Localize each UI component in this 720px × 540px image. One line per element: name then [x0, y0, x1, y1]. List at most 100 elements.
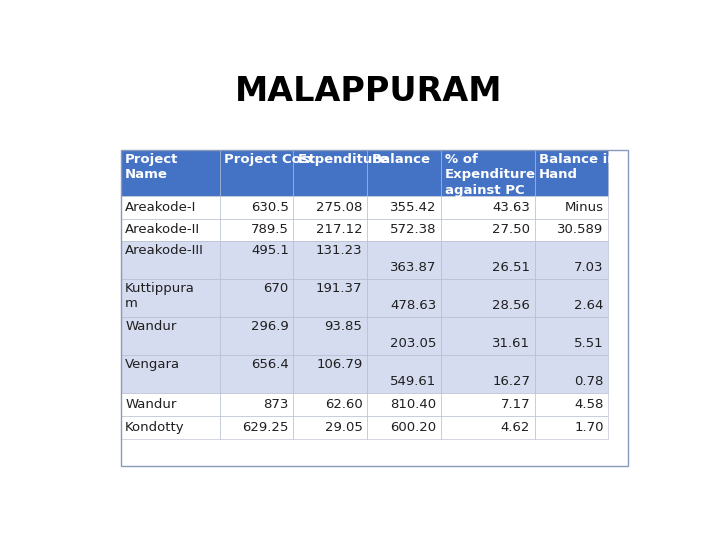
- Text: 4.58: 4.58: [575, 398, 603, 411]
- FancyBboxPatch shape: [293, 317, 367, 355]
- Text: Project
Name: Project Name: [125, 153, 179, 181]
- Text: Expenditure: Expenditure: [298, 153, 389, 166]
- FancyBboxPatch shape: [441, 241, 534, 279]
- Text: 203.05: 203.05: [390, 337, 436, 350]
- FancyBboxPatch shape: [534, 150, 608, 196]
- FancyBboxPatch shape: [121, 196, 220, 219]
- FancyBboxPatch shape: [121, 150, 220, 196]
- Text: 4.62: 4.62: [500, 421, 530, 434]
- FancyBboxPatch shape: [367, 150, 441, 196]
- FancyBboxPatch shape: [220, 150, 293, 196]
- FancyBboxPatch shape: [293, 196, 367, 219]
- Text: 630.5: 630.5: [251, 201, 289, 214]
- FancyBboxPatch shape: [534, 219, 608, 241]
- Text: 7.17: 7.17: [500, 398, 530, 411]
- FancyBboxPatch shape: [121, 355, 220, 393]
- FancyBboxPatch shape: [367, 196, 441, 219]
- FancyBboxPatch shape: [121, 241, 220, 279]
- FancyBboxPatch shape: [220, 393, 293, 416]
- FancyBboxPatch shape: [534, 279, 608, 317]
- Text: Balance: Balance: [372, 153, 431, 166]
- Text: 16.27: 16.27: [492, 375, 530, 388]
- Text: Project Cost: Project Cost: [224, 153, 315, 166]
- Text: 656.4: 656.4: [251, 358, 289, 371]
- FancyBboxPatch shape: [293, 416, 367, 438]
- Text: 26.51: 26.51: [492, 261, 530, 274]
- Text: 28.56: 28.56: [492, 299, 530, 312]
- Text: 217.12: 217.12: [316, 224, 362, 237]
- Text: 27.50: 27.50: [492, 224, 530, 237]
- FancyBboxPatch shape: [293, 393, 367, 416]
- Text: 789.5: 789.5: [251, 224, 289, 237]
- FancyBboxPatch shape: [367, 416, 441, 438]
- FancyBboxPatch shape: [534, 416, 608, 438]
- Text: 478.63: 478.63: [390, 299, 436, 312]
- Text: 670: 670: [264, 282, 289, 295]
- Text: Vengara: Vengara: [125, 358, 180, 371]
- FancyBboxPatch shape: [220, 317, 293, 355]
- FancyBboxPatch shape: [534, 241, 608, 279]
- FancyBboxPatch shape: [220, 279, 293, 317]
- Text: 810.40: 810.40: [390, 398, 436, 411]
- FancyBboxPatch shape: [441, 416, 534, 438]
- FancyBboxPatch shape: [534, 317, 608, 355]
- FancyBboxPatch shape: [441, 355, 534, 393]
- Text: MALAPPURAM: MALAPPURAM: [235, 75, 503, 109]
- FancyBboxPatch shape: [441, 317, 534, 355]
- Text: 572.38: 572.38: [390, 224, 436, 237]
- Text: 106.79: 106.79: [316, 358, 362, 371]
- Text: 873: 873: [264, 398, 289, 411]
- FancyBboxPatch shape: [220, 219, 293, 241]
- Text: 600.20: 600.20: [390, 421, 436, 434]
- Text: 31.61: 31.61: [492, 337, 530, 350]
- Text: 30.589: 30.589: [557, 224, 603, 237]
- FancyBboxPatch shape: [121, 219, 220, 241]
- Text: Kondotty: Kondotty: [125, 421, 185, 434]
- Text: Areakode-III: Areakode-III: [125, 244, 204, 257]
- FancyBboxPatch shape: [293, 150, 367, 196]
- Text: 355.42: 355.42: [390, 201, 436, 214]
- FancyBboxPatch shape: [534, 393, 608, 416]
- Text: 7.03: 7.03: [574, 261, 603, 274]
- FancyBboxPatch shape: [441, 393, 534, 416]
- FancyBboxPatch shape: [121, 279, 220, 317]
- Text: 1.70: 1.70: [574, 421, 603, 434]
- FancyBboxPatch shape: [534, 355, 608, 393]
- Text: Areakode-II: Areakode-II: [125, 224, 200, 237]
- Text: 62.60: 62.60: [325, 398, 362, 411]
- FancyBboxPatch shape: [220, 355, 293, 393]
- FancyBboxPatch shape: [367, 393, 441, 416]
- FancyBboxPatch shape: [220, 241, 293, 279]
- FancyBboxPatch shape: [367, 279, 441, 317]
- Text: 131.23: 131.23: [316, 244, 362, 257]
- Text: 363.87: 363.87: [390, 261, 436, 274]
- FancyBboxPatch shape: [367, 241, 441, 279]
- Text: 629.25: 629.25: [243, 421, 289, 434]
- Text: 549.61: 549.61: [390, 375, 436, 388]
- Text: % of
Expenditure
against PC: % of Expenditure against PC: [445, 153, 536, 197]
- Text: 191.37: 191.37: [316, 282, 362, 295]
- Text: Wandur: Wandur: [125, 398, 176, 411]
- Text: Balance in
Hand: Balance in Hand: [539, 153, 616, 181]
- Text: 2.64: 2.64: [575, 299, 603, 312]
- Text: Areakode-I: Areakode-I: [125, 201, 197, 214]
- Text: Minus: Minus: [564, 201, 603, 214]
- Text: 93.85: 93.85: [325, 320, 362, 333]
- Text: 275.08: 275.08: [316, 201, 362, 214]
- Text: 29.05: 29.05: [325, 421, 362, 434]
- Text: 296.9: 296.9: [251, 320, 289, 333]
- FancyBboxPatch shape: [293, 219, 367, 241]
- FancyBboxPatch shape: [441, 150, 534, 196]
- Text: 43.63: 43.63: [492, 201, 530, 214]
- FancyBboxPatch shape: [441, 219, 534, 241]
- Text: Kuttippura
m: Kuttippura m: [125, 282, 195, 310]
- Text: 0.78: 0.78: [575, 375, 603, 388]
- FancyBboxPatch shape: [367, 317, 441, 355]
- FancyBboxPatch shape: [121, 393, 220, 416]
- Text: 495.1: 495.1: [251, 244, 289, 257]
- Text: 5.51: 5.51: [574, 337, 603, 350]
- FancyBboxPatch shape: [220, 196, 293, 219]
- FancyBboxPatch shape: [441, 279, 534, 317]
- FancyBboxPatch shape: [534, 196, 608, 219]
- FancyBboxPatch shape: [367, 219, 441, 241]
